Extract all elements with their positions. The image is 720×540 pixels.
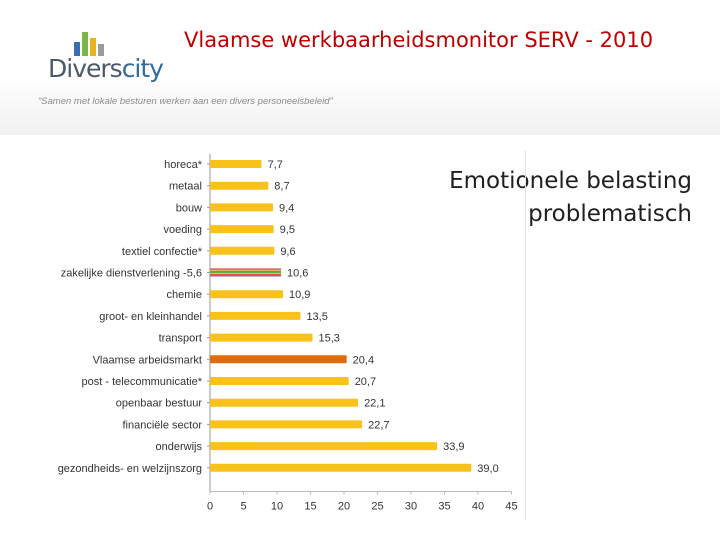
- category-label: onderwijs: [156, 441, 203, 453]
- x-tick-label: 35: [438, 501, 450, 513]
- category-label: metaal: [169, 181, 202, 193]
- bar-stripe: [210, 274, 282, 276]
- bar: [210, 225, 274, 234]
- data-label: 22,1: [364, 398, 385, 410]
- data-label: 9,6: [280, 246, 295, 258]
- category-label: financiële sector: [123, 419, 203, 431]
- bar-stripe: [210, 269, 282, 271]
- bar: [210, 246, 275, 255]
- bar: [210, 420, 363, 429]
- data-label: 9,4: [279, 202, 294, 214]
- x-tick-label: 30: [405, 501, 417, 513]
- data-label: 15,3: [319, 333, 340, 345]
- bar-chart: horeca* 7,7 metaal 8,7 bouw 9,4 voeding 9,5 text…: [58, 150, 526, 520]
- bar-stripe: [210, 275, 282, 277]
- data-label: 33,9: [443, 441, 464, 453]
- category-label: Vlaamse arbeidsmarkt: [93, 354, 202, 366]
- bar: [210, 442, 438, 451]
- page-title: Vlaamse werkbaarheidsmonitor SERV - 2010: [184, 28, 654, 52]
- data-label: 7,7: [268, 159, 283, 171]
- x-tick-label: 15: [304, 501, 316, 513]
- bar: [210, 333, 313, 342]
- logo-bars-icon: [74, 32, 104, 56]
- bar: [210, 377, 349, 385]
- bar: [210, 290, 284, 299]
- x-tick-label: 45: [505, 501, 517, 513]
- logo-text: Diverscity: [48, 54, 164, 83]
- data-label: 13,5: [306, 311, 327, 323]
- category-label: chemie: [167, 289, 202, 301]
- x-tick-label: 25: [371, 501, 383, 513]
- category-label: gezondheids- en welzijnszorg: [58, 463, 202, 475]
- category-label: bouw: [176, 202, 202, 214]
- bar: [210, 160, 262, 168]
- data-label: 9,5: [280, 224, 295, 236]
- logo-text-accent: city: [121, 54, 164, 83]
- data-label: 10,9: [289, 289, 310, 301]
- tagline: “Samen met lokale besturen werken aan ee…: [38, 96, 333, 107]
- data-label: 10,6: [287, 268, 308, 280]
- diverscity-logo: Diverscity: [48, 30, 168, 86]
- category-label: voeding: [163, 224, 202, 236]
- category-label: horeca*: [164, 159, 203, 171]
- data-label: 20,4: [353, 354, 374, 366]
- x-tick-label: 40: [472, 501, 484, 513]
- category-label: zakelijke dienstverlening -5,6: [61, 268, 202, 280]
- category-label: transport: [159, 333, 202, 345]
- bar: [210, 398, 359, 407]
- side-text-line-1: Emotionele belasting: [449, 168, 692, 194]
- data-label: 20,7: [355, 376, 376, 388]
- bar-stripe: [210, 273, 282, 275]
- bar: [210, 203, 273, 212]
- category-label: groot- en kleinhandel: [99, 311, 202, 323]
- bar: [210, 181, 269, 190]
- side-text-line-2: problematisch: [528, 201, 692, 227]
- header-band: [0, 0, 720, 135]
- bar: [210, 311, 301, 320]
- x-tick-label: 10: [271, 501, 283, 513]
- data-label: 39,0: [477, 463, 498, 475]
- category-label: openbaar bestuur: [116, 398, 203, 410]
- category-label: textiel confectie*: [122, 246, 203, 258]
- bar-stripe: [210, 268, 282, 270]
- logo-text-main: Divers: [48, 54, 123, 83]
- bar: [210, 355, 347, 364]
- data-label: 8,7: [274, 181, 289, 193]
- bar-stripe: [210, 271, 282, 274]
- bar: [210, 463, 472, 472]
- x-tick-label: 0: [207, 501, 213, 513]
- x-tick-label: 20: [338, 501, 350, 513]
- side-text: Emotionele belasting problematisch: [449, 165, 692, 231]
- x-tick-label: 5: [240, 501, 246, 513]
- category-label: post - telecommunicatie*: [82, 376, 203, 388]
- data-label: 22,7: [368, 419, 389, 431]
- bar-stripe: [210, 270, 282, 272]
